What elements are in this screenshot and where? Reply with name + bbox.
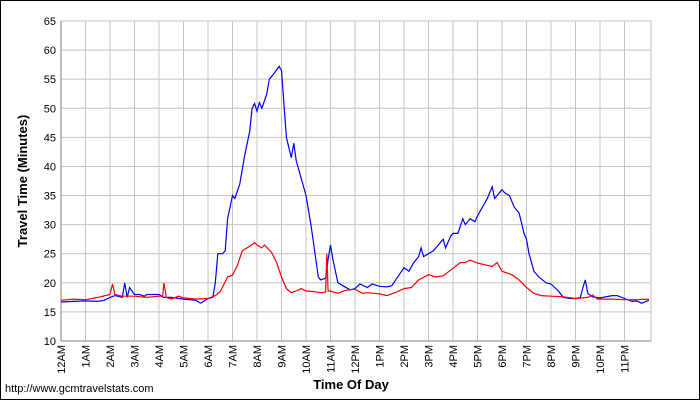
x-tick-label: 7AM xyxy=(228,345,240,368)
x-tick-label: 6PM xyxy=(497,345,509,368)
y-axis-label: Travel Time (Minutes) xyxy=(15,115,30,248)
y-tick-label: 60 xyxy=(44,45,56,57)
x-tick-label: 5AM xyxy=(179,345,191,368)
x-axis-label: Time Of Day xyxy=(313,377,389,392)
x-tick-label: 6AM xyxy=(203,345,215,368)
y-tick-label: 65 xyxy=(44,16,56,28)
x-tick-label: 1AM xyxy=(81,345,93,368)
y-tick-label: 20 xyxy=(44,278,56,290)
y-tick-label: 55 xyxy=(44,74,56,86)
x-tick-label: 9PM xyxy=(571,345,583,368)
series-lines xyxy=(60,65,650,304)
y-tick-label: 50 xyxy=(44,103,56,115)
series-red xyxy=(60,241,650,301)
x-tick-label: 4AM xyxy=(154,345,166,368)
x-tick-label: 1PM xyxy=(375,345,387,368)
x-tick-label: 2AM xyxy=(105,345,117,368)
y-tick-label: 10 xyxy=(44,336,56,348)
x-tick-label: 11AM xyxy=(326,345,338,373)
y-tick-label: 25 xyxy=(44,249,56,261)
x-tick-labels: 12AM 1AM 2AM 3AM 4AM 5AM 6AM 7AM 8AM 9AM 10AM 11AM 1… xyxy=(56,345,632,374)
x-tick-label: 12AM xyxy=(56,345,68,374)
plot-area xyxy=(60,20,652,342)
y-tick-label: 40 xyxy=(44,161,56,173)
y-tick-label: 30 xyxy=(44,220,56,232)
x-tick-label: 10PM xyxy=(595,345,607,374)
x-tick-label: 4PM xyxy=(448,345,460,368)
x-tick-label: 11PM xyxy=(620,345,632,373)
y-tick-labels: 10 15 20 25 30 35 40 45 50 55 60 65 xyxy=(44,16,56,348)
y-tick-label: 35 xyxy=(44,191,56,203)
x-tick-label: 10AM xyxy=(301,345,313,374)
source-url: http://www.gcmtravelstats.com xyxy=(5,383,154,395)
grid xyxy=(60,20,652,342)
x-tick-label: 7PM xyxy=(522,345,534,368)
x-tick-label: 3AM xyxy=(130,345,142,368)
y-tick-label: 45 xyxy=(44,132,56,144)
x-tick-label: 5PM xyxy=(473,345,485,368)
x-tick-label: 2PM xyxy=(399,345,411,368)
x-tick-label: 8PM xyxy=(546,345,558,368)
y-tick-label: 15 xyxy=(44,307,56,319)
x-tick-label: 3PM xyxy=(424,345,436,368)
x-tick-label: 8AM xyxy=(252,345,264,368)
x-tick-label: 12PM xyxy=(350,345,362,374)
x-tick-label: 9AM xyxy=(277,345,289,368)
